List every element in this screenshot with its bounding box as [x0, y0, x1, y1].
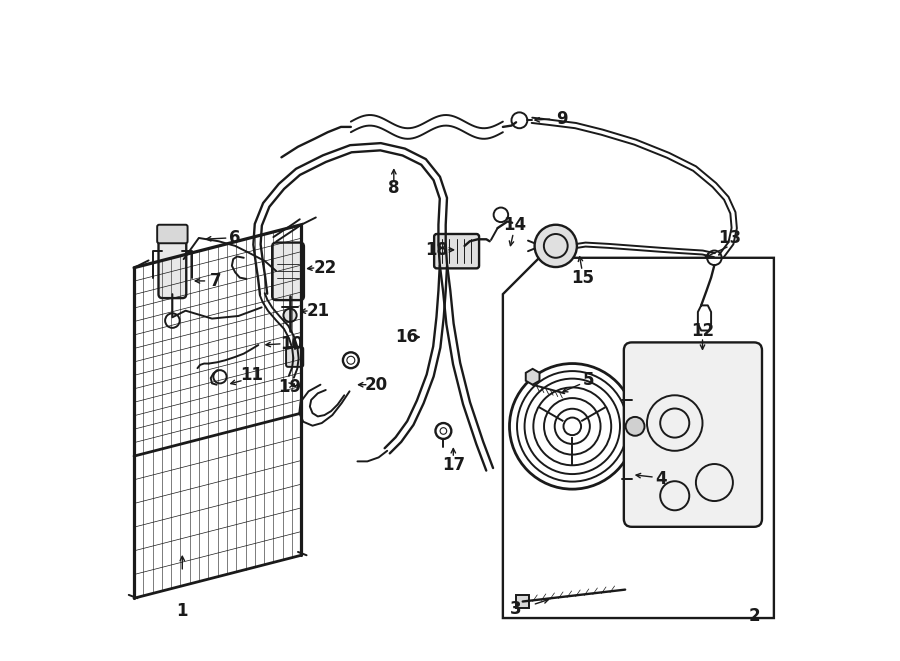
Text: 3: 3 [510, 600, 522, 619]
Text: 2: 2 [748, 607, 760, 625]
Text: 13: 13 [718, 229, 742, 247]
FancyBboxPatch shape [286, 347, 303, 367]
Circle shape [284, 309, 297, 322]
Text: 4: 4 [656, 470, 667, 488]
FancyBboxPatch shape [624, 342, 762, 527]
Circle shape [535, 225, 577, 267]
Text: 7: 7 [210, 272, 221, 290]
Polygon shape [516, 595, 529, 608]
Text: 1: 1 [176, 602, 188, 621]
Text: 9: 9 [556, 110, 568, 128]
Text: 14: 14 [503, 215, 526, 234]
FancyBboxPatch shape [272, 243, 304, 300]
Text: 5: 5 [583, 371, 595, 389]
Text: 11: 11 [240, 366, 263, 385]
Text: 15: 15 [571, 268, 594, 287]
Text: 22: 22 [314, 258, 338, 277]
FancyBboxPatch shape [434, 234, 479, 268]
Text: 8: 8 [388, 179, 400, 198]
Text: 19: 19 [278, 377, 302, 396]
Text: 17: 17 [442, 456, 465, 475]
Text: 20: 20 [364, 375, 388, 394]
Text: 10: 10 [280, 334, 303, 353]
Text: 16: 16 [395, 328, 419, 346]
Text: 12: 12 [691, 321, 714, 340]
FancyBboxPatch shape [158, 231, 186, 298]
Text: 6: 6 [230, 229, 241, 247]
Text: 18: 18 [426, 241, 448, 259]
Circle shape [626, 417, 644, 436]
Polygon shape [526, 369, 539, 385]
FancyBboxPatch shape [158, 225, 187, 243]
Text: 21: 21 [306, 301, 329, 320]
